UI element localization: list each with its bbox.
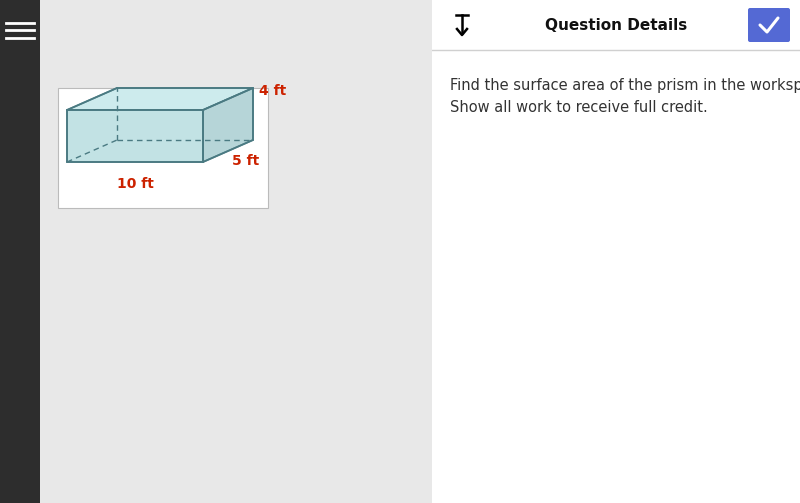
Text: Show all work to receive full credit.: Show all work to receive full credit. <box>450 100 708 115</box>
Polygon shape <box>67 110 203 162</box>
Polygon shape <box>203 88 253 162</box>
Text: 5 ft: 5 ft <box>232 154 259 168</box>
Text: Find the surface area of the prism in the workspace.: Find the surface area of the prism in th… <box>450 77 800 93</box>
FancyBboxPatch shape <box>748 8 790 42</box>
Text: Question Details: Question Details <box>545 18 687 33</box>
Polygon shape <box>67 88 253 110</box>
Text: 4 ft: 4 ft <box>259 84 286 98</box>
FancyBboxPatch shape <box>58 88 268 208</box>
Text: 10 ft: 10 ft <box>117 177 154 191</box>
